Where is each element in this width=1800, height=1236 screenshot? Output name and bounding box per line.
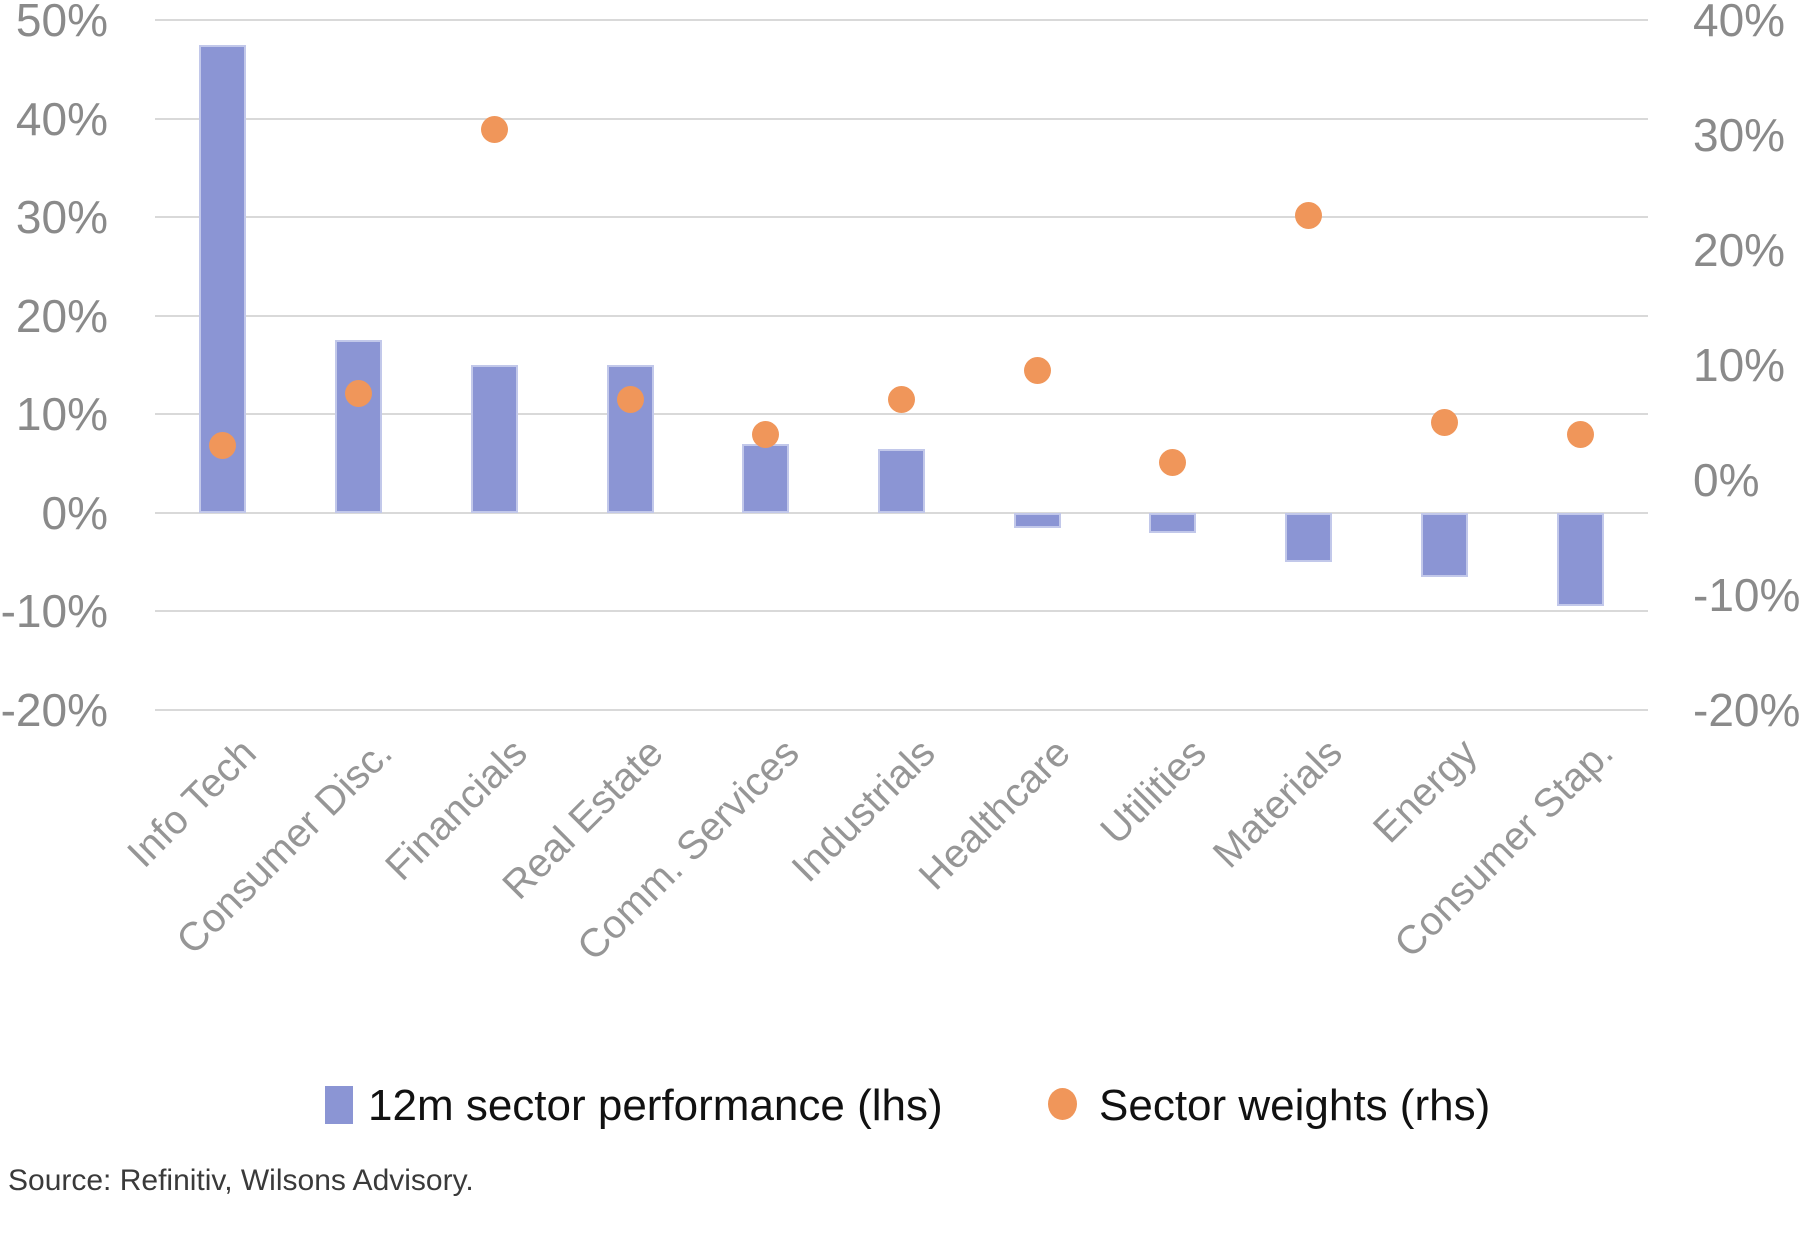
bar-consumer-stap xyxy=(1556,512,1604,607)
bar-financials xyxy=(470,365,518,513)
category-label-info-tech: Info Tech xyxy=(119,730,265,876)
right-axis-tick-label: 40% xyxy=(1693,0,1786,46)
legend-dot-swatch-icon xyxy=(1048,1088,1077,1120)
right-axis-tick-label: 30% xyxy=(1693,109,1786,161)
dot-industrials xyxy=(888,386,915,413)
gridline xyxy=(155,511,1648,514)
dot-real-estate xyxy=(616,386,644,413)
left-axis-tick-label: 20% xyxy=(15,289,108,342)
category-label-utilities: Utilities xyxy=(1092,730,1215,853)
left-axis-tick-label: 50% xyxy=(15,0,108,46)
right-axis-tick-label: 20% xyxy=(1693,224,1786,276)
right-axis-tick-label: -10% xyxy=(1693,569,1800,621)
left-axis-tick-label: 10% xyxy=(15,388,108,441)
dot-info-tech xyxy=(209,432,237,459)
category-label-energy: Energy xyxy=(1365,730,1487,852)
bar-healthcare xyxy=(1013,512,1061,528)
left-axis-tick-label: 0% xyxy=(41,486,108,539)
category-label-financials: Financials xyxy=(377,730,537,890)
category-label-industrials: Industrials xyxy=(783,730,944,891)
left-axis-tick-label: 40% xyxy=(15,92,108,145)
source-note: Source: Refinitiv, Wilsons Advisory. xyxy=(8,1164,474,1197)
category-label-materials: Materials xyxy=(1204,730,1351,877)
bar-utilities xyxy=(1149,512,1197,533)
category-label-real-estate: Real Estate xyxy=(494,730,672,908)
dot-materials xyxy=(1295,202,1323,229)
dot-utilities xyxy=(1159,449,1187,477)
left-axis-tick-label: 30% xyxy=(15,191,108,244)
bar-materials xyxy=(1285,512,1333,563)
legend-label-dot-series: Sector weights (rhs) xyxy=(1099,1081,1491,1130)
category-label-consumer-disc: Consumer Disc. xyxy=(167,730,401,963)
gridline xyxy=(155,709,1648,711)
gridline xyxy=(155,413,1648,416)
right-axis-tick-label: 10% xyxy=(1693,339,1786,391)
gridline xyxy=(155,19,1648,21)
dot-comm-services xyxy=(752,420,780,448)
gridline xyxy=(155,314,1648,317)
right-axis-tick-label: -20% xyxy=(1693,684,1800,736)
category-label-consumer-stap: Consumer Stap. xyxy=(1386,730,1622,967)
right-axis-tick-label: 0% xyxy=(1693,454,1760,506)
left-axis-tick-label: -10% xyxy=(0,585,108,638)
gridline xyxy=(155,216,1648,219)
bar-comm-services xyxy=(742,443,790,513)
category-label-comm-services: Comm. Services xyxy=(568,730,808,970)
bar-energy xyxy=(1420,512,1468,577)
left-axis-tick-label: -20% xyxy=(0,684,108,736)
legend-bar-swatch-icon xyxy=(325,1086,353,1124)
legend-label-bar-series: 12m sector performance (lhs) xyxy=(368,1081,943,1130)
dot-consumer-disc xyxy=(345,380,373,408)
dot-financials xyxy=(480,115,508,143)
gridline xyxy=(155,610,1648,613)
dot-energy xyxy=(1430,409,1458,436)
category-label-healthcare: Healthcare xyxy=(911,730,1079,899)
dot-healthcare xyxy=(1023,357,1051,385)
gridline xyxy=(155,117,1648,120)
bar-industrials xyxy=(878,448,925,513)
dot-consumer-stap xyxy=(1566,420,1594,448)
bar-consumer-disc xyxy=(335,340,383,513)
